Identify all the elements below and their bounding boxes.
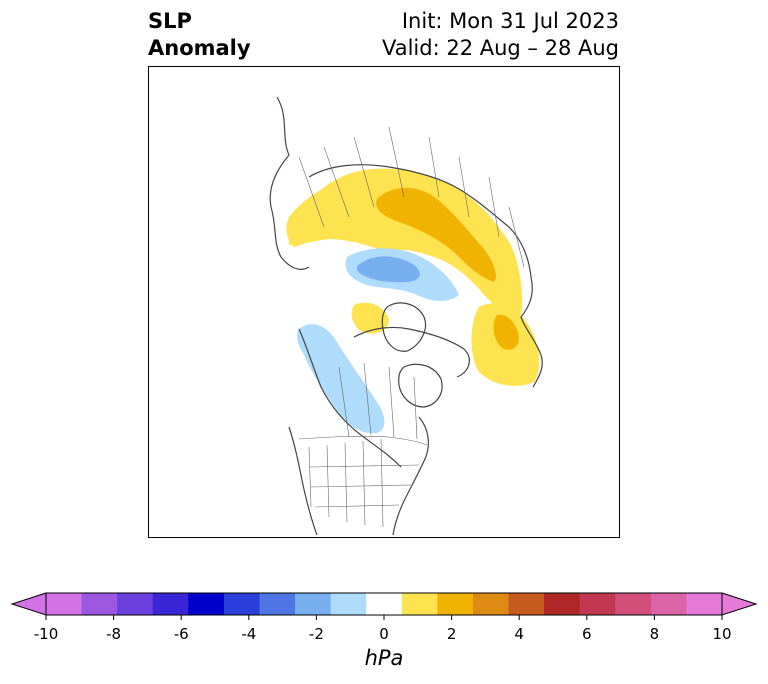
chart-title-right: Init: Mon 31 Jul 2023 Valid: 22 Aug – 28… [382,8,619,62]
us-state-lines [308,438,420,528]
polar-map [149,96,543,536]
europe-coast [269,96,310,270]
colorbar-ticks [45,615,723,620]
colorbar-segment [259,593,296,615]
colorbar [10,592,758,620]
colorbar-extend-min [10,592,47,616]
north-america-north-coast [353,326,470,378]
colorbar-segment [401,593,438,615]
chart-title-left: SLP Anomaly [148,8,251,62]
east-asia-coast [520,276,543,388]
political-borders [298,126,525,528]
colorbar-segment [615,593,652,615]
colorbar-tick-label: 10 [712,625,732,643]
colorbar-segment [437,593,474,615]
colorbar-segment [188,593,225,615]
colorbar-segment [295,593,332,615]
eurasia-countries [298,126,525,268]
anomaly-fills [286,168,540,434]
siberia-positive-core [376,187,496,282]
colorbar-tick-label: 0 [379,625,389,643]
colorbar-tick-label: 6 [582,625,592,643]
colorbar-outline [45,592,723,616]
eurasia-positive-west [286,178,368,247]
valid-range: Valid: 22 Aug – 28 Aug [381,36,619,60]
us-west-coast [288,426,318,536]
pacific-positive-core [493,314,519,350]
colorbar-tick-label: -6 [173,625,189,643]
colorbar-segments [46,593,723,615]
map-left-seam [149,285,155,319]
colorbar-segment [472,593,510,615]
init-date: Init: Mon 31 Jul 2023 [401,9,619,33]
colorbar-segment [223,593,260,615]
colorbar-segment [579,593,616,615]
hudson-bay [398,363,443,408]
colorbar-tick-label: -2 [308,625,324,643]
title-variable: SLP [148,9,192,33]
colorbar-segment [544,593,581,615]
canada-provinces [338,362,418,440]
colorbar-segment [46,593,83,615]
colorbar-segment [508,593,545,615]
greenland [381,302,427,352]
us-canada-border [298,435,428,446]
colorbar-segment [152,593,189,615]
beaufort-positive-anomaly [351,302,389,334]
colorbar-segment [686,593,723,615]
us-east-coast [392,416,429,536]
colorbar-tick-label: -8 [106,625,122,643]
map-panel [148,66,620,538]
colorbar-extend-max [721,592,758,616]
colorbar-tick-label: 8 [649,625,660,643]
colorbar-units: hPa [364,646,404,670]
title-anomaly: Anomaly [148,36,251,60]
colorbar-tick-label: 4 [514,625,524,643]
colorbar-segment [330,593,367,615]
colorbar-segment [366,593,403,615]
colorbar-segment [650,593,687,615]
colorbar-segment [81,593,118,615]
north-america-west-coast [298,328,402,468]
colorbar-tick-label: 2 [446,625,457,643]
arctic-negative-core [356,256,420,283]
colorbar-tick-label: -4 [241,625,257,643]
colorbar-tick-label: -10 [33,625,59,643]
colorbar-segment [117,593,154,615]
